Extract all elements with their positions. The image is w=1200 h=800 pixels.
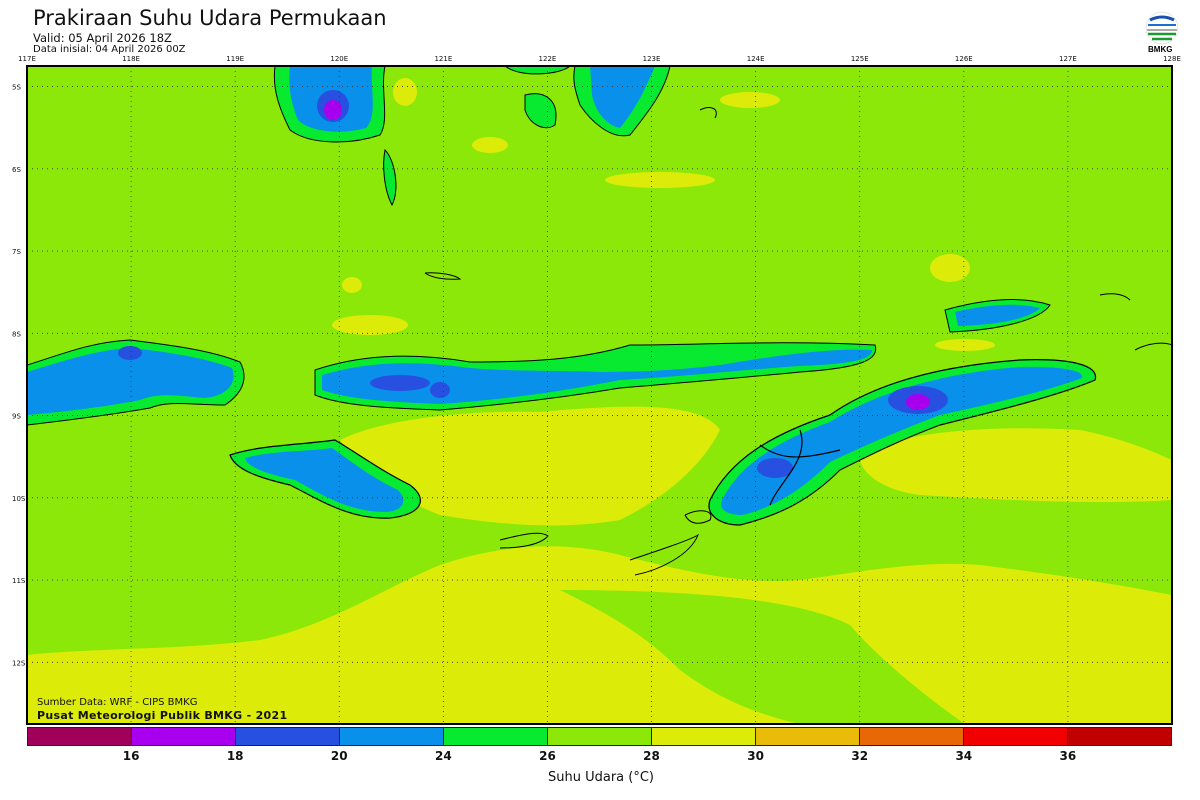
colorbar-tick-label: 28 <box>643 749 660 763</box>
graticule <box>27 66 1172 724</box>
colorbar-bin <box>340 728 444 745</box>
island-sulawesi-south <box>273 65 397 207</box>
longitude-label: 125E <box>851 55 869 63</box>
bmkg-logo-icon <box>1145 11 1179 45</box>
island-flores <box>314 342 877 411</box>
latitude-label: 6S <box>12 166 21 174</box>
colorbar-tick-label: 36 <box>1059 749 1077 763</box>
colorbar-bin <box>132 728 236 745</box>
longitude-label: 128E <box>1163 55 1181 63</box>
data-source-credit: Sumber Data: WRF - CIPS BMKG <box>37 697 198 708</box>
island-wetar <box>944 299 1051 333</box>
longitude-labels: 117E 118E 119E 120E 121E 122E 123E 124E 125E 126E… <box>18 55 1181 63</box>
longitude-label: 119E <box>226 55 244 63</box>
longitude-label: 122E <box>539 55 557 63</box>
temp-zone-28-30-central <box>340 406 720 526</box>
temp-zone-26-28-tongue <box>560 590 965 724</box>
longitude-label: 124E <box>747 55 765 63</box>
latitude-label: 11S <box>12 577 26 585</box>
colorbar-bin <box>548 728 652 745</box>
latitude-label: 9S <box>12 413 21 421</box>
map-title: Prakiraan Suhu Udara Permukaan <box>33 6 387 30</box>
temp-zone-28-30-east <box>859 428 1172 503</box>
island-buton-muna <box>503 65 671 137</box>
island-bali-lombok-sumbawa <box>26 339 245 426</box>
latitude-label: 7S <box>12 248 21 256</box>
colorbar-bin <box>444 728 548 745</box>
latitude-label: 8S <box>12 330 21 338</box>
colorbar-tick-label: 26 <box>539 749 556 763</box>
map-frame <box>26 65 1173 725</box>
map-area: 117E 118E 119E 120E 121E 122E 123E 124E 125E 126E… <box>12 55 1181 725</box>
longitude-label: 126E <box>955 55 973 63</box>
colorbar <box>27 727 1172 746</box>
island-sumba <box>229 439 421 519</box>
colorbar-title: Suhu Udara (°C) <box>548 770 654 785</box>
latitude-label: 10S <box>12 495 26 503</box>
island-timor <box>708 359 1097 526</box>
colorbar-bin <box>28 728 132 745</box>
colorbar-tick-label: 30 <box>747 749 764 763</box>
longitude-label: 120E <box>330 55 348 63</box>
latitude-labels: 5S 6S 7S 8S 9S 10S 11S 12S <box>12 84 26 668</box>
latitude-label: 5S <box>12 84 21 92</box>
colorbar-tick-label: 18 <box>226 749 244 763</box>
small-islands <box>424 107 1173 576</box>
valid-time: Valid: 05 April 2026 18Z <box>33 31 172 45</box>
colorbar-bin <box>236 728 340 745</box>
organization-credit: Pusat Meteorologi Publik BMKG - 2021 <box>37 709 288 722</box>
longitude-label: 118E <box>122 55 140 63</box>
colorbar-tick-label: 20 <box>330 749 348 763</box>
initial-data-time: Data inisial: 04 April 2026 00Z <box>33 44 186 55</box>
colorbar-bin <box>652 728 756 745</box>
colorbar-bin <box>860 728 964 745</box>
colorbar-tick-label: 34 <box>955 749 973 763</box>
longitude-label: 123E <box>643 55 661 63</box>
colorbar-tick-label: 16 <box>122 749 140 763</box>
colorbar-bin <box>964 728 1068 745</box>
logo-text: BMKG <box>1148 45 1173 54</box>
colorbar-bin <box>1068 728 1171 745</box>
colorbar-tick-label: 24 <box>435 749 452 763</box>
colorbar-bin <box>756 728 860 745</box>
longitude-label: 127E <box>1059 55 1077 63</box>
longitude-label: 121E <box>434 55 452 63</box>
longitude-label: 117E <box>18 55 36 63</box>
latitude-label: 12S <box>12 659 26 667</box>
colorbar-tick-label: 32 <box>851 749 869 763</box>
